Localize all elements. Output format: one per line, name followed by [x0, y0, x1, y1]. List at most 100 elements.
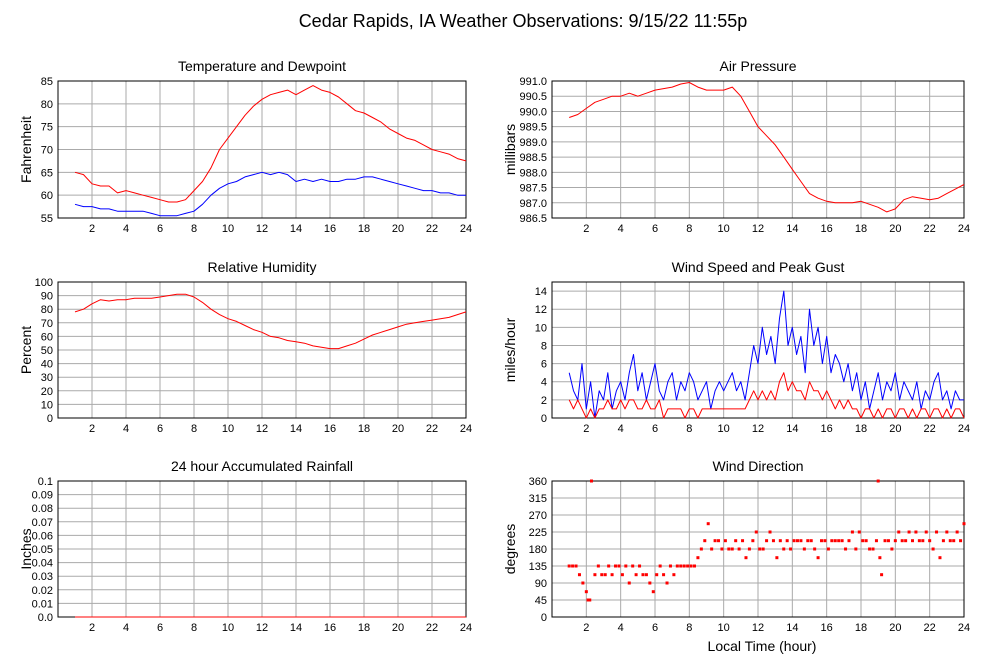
y-tick-label: 90 [535, 578, 547, 590]
x-tick-label: 4 [123, 622, 129, 634]
x-tick-label: 16 [324, 423, 336, 435]
rh-series-1 [74, 293, 467, 350]
wdir-point [833, 539, 837, 543]
x-tick-label: 10 [222, 423, 234, 435]
wdir-point [741, 539, 745, 543]
wdir-point [754, 530, 758, 534]
x-tick-label: 16 [324, 223, 336, 235]
wdir-point [868, 547, 872, 551]
x-tick-label: 24 [460, 622, 472, 634]
x-tick-label: 6 [157, 423, 163, 435]
wdir-point [662, 573, 666, 577]
x-tick-label: 8 [686, 223, 692, 235]
wdir-point [614, 564, 618, 568]
wdir-point [840, 539, 844, 543]
y-tick-label: 180 [529, 544, 547, 556]
wdir-point [904, 539, 908, 543]
x-tick-label: 8 [686, 622, 692, 634]
wdir-point [880, 573, 884, 577]
wdir-point [941, 539, 945, 543]
y-tick-label: 75 [41, 122, 53, 134]
x-tick-label: 2 [89, 223, 95, 235]
wdir-point [703, 539, 707, 543]
wdir-title: Wind Direction [712, 458, 803, 474]
y-tick-label: 70 [41, 145, 53, 157]
x-tick-label: 2 [583, 223, 589, 235]
y-tick-label: 45 [535, 595, 547, 607]
temp-title: Temperature and Dewpoint [178, 58, 346, 74]
y-tick-label: 100 [35, 277, 53, 289]
wdir-point [682, 564, 686, 568]
wdir-point [567, 564, 571, 568]
x-tick-label: 16 [324, 622, 336, 634]
y-tick-label: 0.05 [32, 544, 53, 556]
x-tick-label: 10 [222, 622, 234, 634]
pressure-frame [551, 80, 965, 219]
x-tick-label: 12 [256, 223, 268, 235]
x-tick-label: 4 [618, 423, 624, 435]
wdir-point [874, 539, 878, 543]
wind-series-2 [568, 372, 965, 419]
wdir-point [607, 564, 611, 568]
pressure-series-1 [569, 82, 965, 213]
y-tick-label: 85 [41, 76, 53, 88]
x-tick-label: 4 [123, 223, 129, 235]
wdir-point [586, 598, 590, 602]
y-tick-label: 70 [41, 318, 53, 330]
y-tick-label: 60 [41, 331, 53, 343]
wdir-point [897, 530, 901, 534]
x-tick-label: 22 [924, 423, 936, 435]
wdir-point [603, 573, 607, 577]
rh-title: Relative Humidity [208, 259, 317, 275]
wdir-point [692, 564, 696, 568]
wdir-point [844, 547, 848, 551]
x-tick-label: 6 [157, 622, 163, 634]
y-tick-label: 986.5 [519, 213, 547, 225]
wdir-point [952, 539, 956, 543]
temp-ylabel: Fahrenheit [18, 116, 34, 183]
y-tick-label: 990.5 [519, 91, 547, 103]
x-tick-label: 18 [855, 223, 867, 235]
wdir-point [641, 573, 645, 577]
y-tick-label: 12 [535, 304, 547, 316]
x-tick-label: 18 [358, 423, 370, 435]
wdir-point [686, 564, 690, 568]
wdir-point [696, 556, 700, 560]
y-tick-label: 0.09 [32, 490, 53, 502]
x-tick-label: 8 [686, 423, 692, 435]
wdir-point [574, 564, 578, 568]
x-tick-label: 12 [752, 423, 764, 435]
wdir-point [802, 547, 806, 551]
wdir-point [931, 547, 935, 551]
x-tick-label: 20 [889, 223, 901, 235]
wdir-point [588, 598, 592, 602]
y-tick-label: 0.03 [32, 571, 53, 583]
x-tick-label: 2 [89, 423, 95, 435]
x-tick-label: 14 [786, 223, 798, 235]
y-tick-label: 0.04 [32, 558, 53, 570]
wdir-point [600, 573, 604, 577]
y-tick-label: 0 [541, 612, 547, 624]
y-tick-label: 65 [41, 167, 53, 179]
wdir-point [886, 539, 890, 543]
y-tick-label: 80 [41, 304, 53, 316]
wdir-point [890, 547, 894, 551]
x-tick-label: 16 [821, 423, 833, 435]
y-tick-label: 0.08 [32, 503, 53, 515]
wdir-point [917, 539, 921, 543]
wdir-point [758, 547, 762, 551]
wdir-point [620, 573, 624, 577]
x-tick-label: 6 [652, 423, 658, 435]
wdir-point [610, 573, 614, 577]
wdir-point [596, 564, 600, 568]
wdir-point [809, 539, 813, 543]
wdir-point [911, 539, 914, 543]
wdir-point [651, 590, 655, 594]
y-tick-label: 987.0 [519, 198, 547, 210]
wdir-point [717, 539, 721, 543]
y-tick-label: 990.0 [519, 106, 547, 118]
temp-series-1 [74, 85, 467, 203]
y-tick-label: 0.01 [32, 598, 53, 610]
